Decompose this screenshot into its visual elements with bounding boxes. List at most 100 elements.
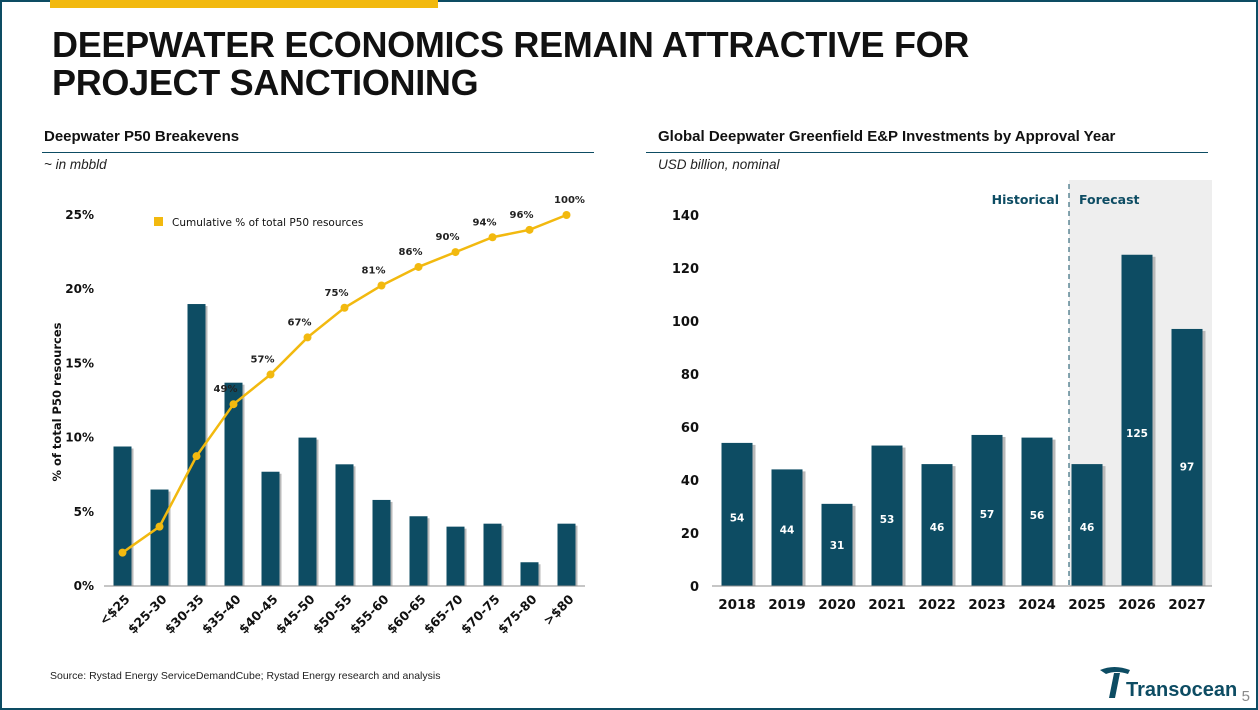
left-panel-rule [42, 152, 594, 153]
right-panel-rule [646, 152, 1208, 153]
x-tick-label: 2021 [868, 597, 906, 613]
cumulative-point [488, 233, 497, 242]
cumulative-point [451, 248, 460, 257]
y-tick-label: 20% [65, 282, 94, 296]
left-panel-subtitle: ~ in mbbld [44, 157, 107, 172]
top-accent-bar [50, 0, 438, 8]
bar [771, 469, 803, 586]
bar [971, 434, 1003, 586]
bar [409, 516, 428, 586]
bar-data-label: 56 [1030, 510, 1045, 522]
bar-data-label: 97 [1180, 461, 1195, 473]
bar [483, 523, 502, 586]
cumulative-point [377, 281, 386, 290]
title-line-1: DEEPWATER ECONOMICS REMAIN ATTRACTIVE FO… [52, 24, 970, 65]
cumulative-point [525, 225, 534, 234]
legend-swatch [154, 217, 163, 226]
bar-data-label: 46 [1080, 522, 1095, 534]
cumulative-point [414, 262, 423, 271]
bar-data-label: 31 [830, 540, 845, 552]
cumulative-point [118, 548, 127, 557]
bar [187, 304, 206, 586]
logo-text: Transocean [1126, 679, 1237, 701]
bar-data-label: 54 [730, 513, 745, 525]
forecast-label: Forecast [1079, 192, 1140, 207]
historical-label: Historical [992, 192, 1059, 207]
logo-mark [1100, 667, 1130, 674]
cumulative-data-label: 75% [325, 288, 349, 299]
y-tick-label: 15% [65, 356, 94, 370]
bar [871, 445, 903, 586]
y-tick-label: 60 [681, 421, 699, 436]
x-tick-label: 2026 [1118, 597, 1156, 613]
cumulative-point [562, 211, 571, 219]
x-tick-label: 2022 [918, 597, 956, 613]
bar [446, 526, 465, 586]
cumulative-data-label: 81% [362, 265, 386, 276]
bar [372, 499, 391, 586]
bar-data-label: 44 [780, 525, 795, 537]
cumulative-point [192, 452, 201, 461]
y-tick-label: 0% [74, 579, 94, 593]
bar-data-label: 125 [1126, 428, 1148, 440]
bar [1021, 437, 1053, 586]
bar [1121, 254, 1153, 586]
cumulative-point [266, 370, 275, 379]
cumulative-data-label: 96% [510, 210, 534, 221]
chart-legend: Cumulative % of total P50 resources [154, 217, 363, 229]
page-number: 5 [1241, 688, 1250, 705]
cumulative-data-label: 67% [288, 317, 312, 328]
cumulative-data-label: 86% [399, 247, 423, 258]
right-panel-heading: Global Deepwater Greenfield E&P Investme… [658, 128, 1116, 145]
y-tick-label: 25% [65, 208, 94, 222]
y-tick-label: 140 [672, 209, 699, 224]
y-tick-label: 20 [681, 527, 699, 542]
bar-data-label: 46 [930, 522, 945, 534]
x-tick-label: 2019 [768, 597, 806, 613]
y-tick-label: 80 [681, 368, 699, 383]
investment-chart: Historical Forecast 0 20 40 60 80 100 120 140 54 44… [672, 180, 1212, 613]
cumulative-data-label: 90% [436, 232, 460, 243]
bar [721, 442, 753, 586]
bar-data-label: 53 [880, 514, 895, 526]
bar [113, 446, 132, 586]
cumulative-data-label: 94% [473, 217, 497, 228]
bar [821, 503, 853, 586]
bar [557, 523, 576, 586]
bar [150, 489, 169, 586]
cumulative-point [229, 400, 238, 409]
page-title: DEEPWATER ECONOMICS REMAIN ATTRACTIVE FO… [52, 26, 1152, 102]
y-tick-label: 100 [672, 315, 699, 330]
bar-data-label: 57 [980, 509, 995, 521]
x-tick-label: 2027 [1168, 597, 1206, 613]
bar [298, 437, 317, 586]
bar [1071, 464, 1103, 586]
cumulative-data-label: 100% [554, 195, 585, 206]
y-tick-label: 40 [681, 474, 699, 489]
x-tick-label: 2020 [818, 597, 856, 613]
cumulative-point [303, 333, 312, 342]
bar [261, 471, 280, 586]
breakeven-chart: % of total P50 resources 0% 5% 10% 15% 20% 25… [50, 195, 585, 637]
y-tick-label: 5% [74, 505, 94, 519]
x-tick-label: 2023 [968, 597, 1006, 613]
right-panel-subtitle: USD billion, nominal [658, 157, 780, 172]
x-tick-label: 2025 [1068, 597, 1106, 613]
cumulative-data-label: 57% [251, 355, 275, 366]
title-line-2: PROJECT SANCTIONING [52, 62, 479, 103]
cumulative-point [340, 303, 349, 312]
source-note: Source: Rystad Energy ServiceDemandCube;… [50, 670, 441, 682]
bar [921, 464, 953, 586]
x-tick-label: 2018 [718, 597, 756, 613]
y-tick-label: 0 [690, 580, 699, 595]
bar [224, 382, 243, 586]
legend-label: Cumulative % of total P50 resources [172, 217, 363, 229]
bar [1171, 328, 1203, 586]
y-axis-title: % of total P50 resources [50, 322, 64, 481]
transocean-logo: Transocean [1100, 667, 1237, 701]
bar [520, 562, 539, 586]
y-tick-label: 10% [65, 431, 94, 445]
cumulative-point [155, 522, 164, 531]
logo-stem [1109, 673, 1120, 698]
